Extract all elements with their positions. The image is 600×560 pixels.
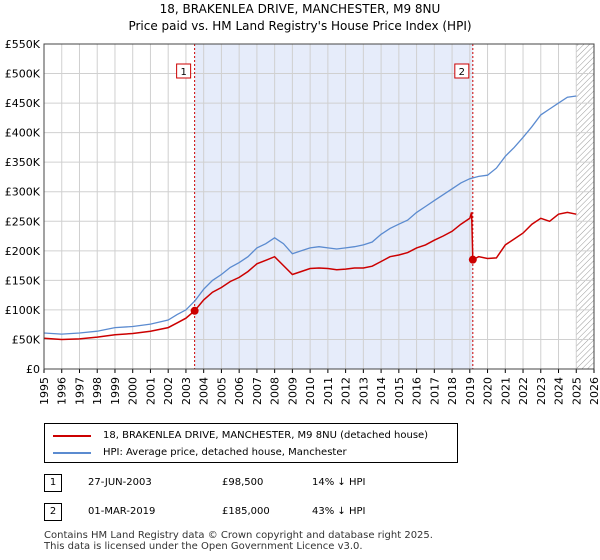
x-tick-label: 1999 <box>109 377 122 405</box>
sale-label-text: 2 <box>459 67 465 78</box>
x-tick-label: 2001 <box>144 377 157 405</box>
y-tick-label: £200K <box>5 245 41 258</box>
x-tick-label: 2018 <box>446 377 459 405</box>
x-tick-label: 2020 <box>482 377 495 405</box>
forecast-hatch <box>576 44 594 369</box>
x-tick-label: 2008 <box>269 377 282 405</box>
x-tick-label: 2012 <box>340 377 353 405</box>
sale-label-box <box>454 63 470 79</box>
x-tick-label: 1995 <box>38 377 51 405</box>
x-tick-label: 2026 <box>588 377 600 405</box>
x-tick-label: 2009 <box>286 377 299 405</box>
y-tick-label: £550K <box>5 38 41 51</box>
price-chart: 18, BRAKENLEA DRIVE, MANCHESTER, M9 8NU … <box>5 2 600 405</box>
x-tick-label: 2022 <box>517 377 530 405</box>
y-tick-label: £400K <box>5 127 41 140</box>
x-tick-label: 1998 <box>91 377 104 405</box>
x-tick-label: 2025 <box>570 377 583 405</box>
transaction-hpi-diff: 43% ↓ HPI <box>312 506 366 517</box>
x-tick-label: 2016 <box>411 377 424 405</box>
x-tick-label: 2015 <box>393 377 406 405</box>
x-tick-label: 2010 <box>304 377 317 405</box>
x-tick-label: 2019 <box>464 377 477 405</box>
x-tick-label: 2024 <box>553 377 566 405</box>
legend-label-property: 18, BRAKENLEA DRIVE, MANCHESTER, M9 8NU … <box>103 430 429 441</box>
y-tick-label: £300K <box>5 186 41 199</box>
sale-point <box>190 306 199 315</box>
legend: 18, BRAKENLEA DRIVE, MANCHESTER, M9 8NU … <box>44 423 458 463</box>
y-tick-label: £50K <box>12 333 41 346</box>
y-tick-label: £0 <box>26 363 40 376</box>
x-tick-label: 2003 <box>180 377 193 405</box>
y-tick-label: £250K <box>5 215 41 228</box>
footer-attribution: Contains HM Land Registry data © Crown c… <box>44 530 433 552</box>
y-tick-label: £100K <box>5 304 41 317</box>
series-line-hpi <box>43 95 577 335</box>
plot-frame <box>43 43 595 370</box>
y-tick-label: £500K <box>5 68 41 81</box>
footer-line-2: This data is licensed under the Open Gov… <box>44 541 363 552</box>
y-tick-label: £350K <box>5 156 41 169</box>
x-tick-label: 2006 <box>233 377 246 405</box>
legend-swatch-property <box>53 435 91 437</box>
transaction-date: 27-JUN-2003 <box>88 477 152 488</box>
chart-title: 18, BRAKENLEA DRIVE, MANCHESTER, M9 8NU <box>160 2 441 16</box>
x-tick-label: 2004 <box>198 377 211 405</box>
legend-swatch-hpi <box>53 452 91 454</box>
transaction-price: £185,000 <box>222 506 270 517</box>
legend-label-hpi: HPI: Average price, detached house, Manc… <box>103 447 347 458</box>
x-tick-label: 1996 <box>56 377 69 405</box>
y-tick-label: £150K <box>5 274 41 287</box>
x-tick-label: 2023 <box>535 377 548 405</box>
x-tick-label: 2014 <box>375 377 388 405</box>
transaction-date: 01-MAR-2019 <box>88 506 156 517</box>
series-line-property <box>43 211 577 341</box>
x-tick-label: 1997 <box>73 377 86 405</box>
transaction-hpi-diff: 14% ↓ HPI <box>312 477 366 488</box>
chart-subtitle: Price paid vs. HM Land Registry's House … <box>128 19 471 33</box>
transaction-number: 1 <box>44 474 62 492</box>
footer-line-1: Contains HM Land Registry data © Crown c… <box>44 530 433 541</box>
x-tick-label: 2013 <box>357 377 370 405</box>
x-tick-label: 2007 <box>251 377 264 405</box>
transaction-price: £98,500 <box>222 477 264 488</box>
sale-label-box <box>176 63 192 79</box>
x-tick-label: 2005 <box>215 377 228 405</box>
sale-label-text: 1 <box>180 67 186 78</box>
y-tick-label: £450K <box>5 97 41 110</box>
x-tick-label: 2017 <box>428 377 441 405</box>
transaction-number: 2 <box>44 503 62 521</box>
ownership-period-shade <box>194 44 473 369</box>
x-tick-label: 2011 <box>322 377 335 405</box>
x-tick-label: 2002 <box>162 377 175 405</box>
sale-point <box>468 255 477 264</box>
x-tick-label: 2000 <box>127 377 140 405</box>
x-tick-label: 2021 <box>499 377 512 405</box>
